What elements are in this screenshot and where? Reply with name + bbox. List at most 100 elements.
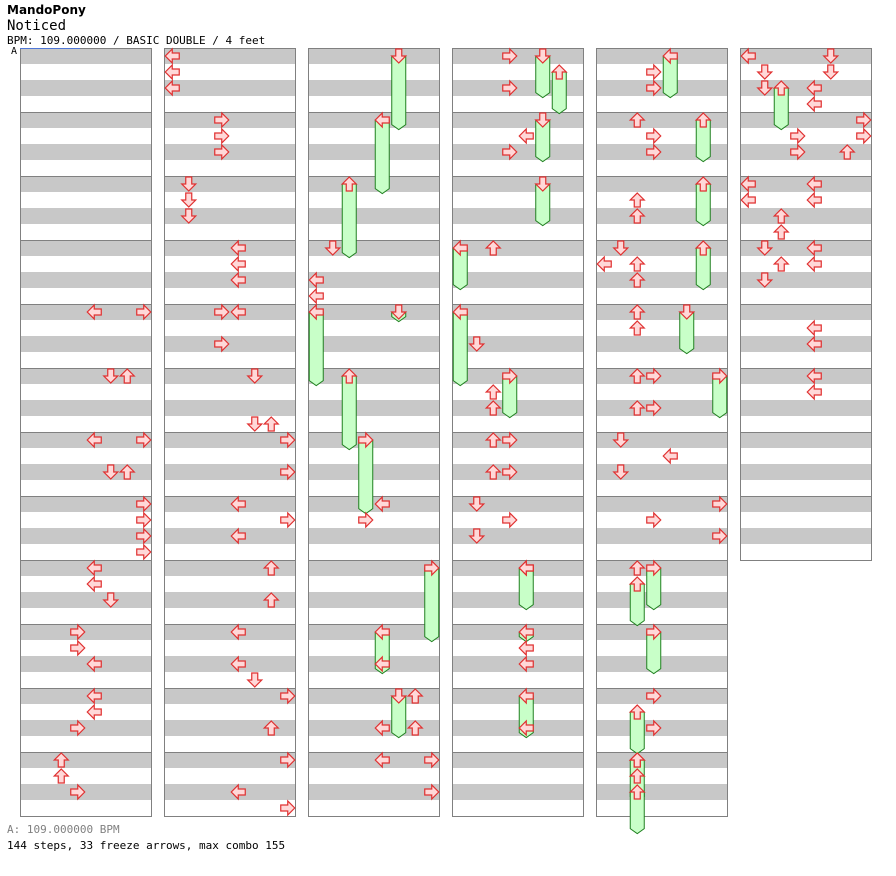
right-arrow — [136, 431, 152, 449]
right-arrow — [646, 367, 662, 385]
beat-band — [452, 48, 584, 64]
beat-band — [308, 144, 440, 160]
up-arrow — [628, 192, 646, 208]
right-arrow — [646, 399, 662, 417]
beat-band — [596, 48, 728, 64]
right-arrow — [856, 127, 872, 145]
beat-band — [20, 304, 152, 320]
beat-band — [452, 272, 584, 288]
right-arrow — [502, 511, 518, 529]
beat-band — [308, 496, 440, 512]
left-arrow — [86, 303, 102, 321]
beat-band — [20, 784, 152, 800]
down-arrow — [246, 672, 264, 688]
beat-band — [164, 368, 296, 384]
right-arrow — [646, 63, 662, 81]
right-arrow — [70, 783, 86, 801]
column-border — [164, 48, 296, 817]
up-arrow — [772, 80, 790, 96]
up-arrow — [340, 176, 358, 192]
chart-info: BPM: 109.000000 / BASIC DOUBLE / 4 feet — [7, 34, 266, 47]
beat-band — [596, 400, 728, 416]
freeze-arrow — [391, 55, 407, 131]
beat-band — [596, 240, 728, 256]
beat-band — [596, 208, 728, 224]
beat-band — [452, 432, 584, 448]
left-arrow — [806, 335, 822, 353]
freeze-arrow — [452, 311, 468, 387]
beat-band — [452, 240, 584, 256]
left-arrow — [518, 639, 534, 657]
beat-band — [308, 336, 440, 352]
beat-band — [452, 368, 584, 384]
right-arrow — [424, 559, 440, 577]
beat-band — [164, 432, 296, 448]
beat-band — [20, 464, 152, 480]
right-arrow — [136, 527, 152, 545]
beat-band — [164, 656, 296, 672]
artist-name: MandoPony — [7, 3, 86, 17]
up-arrow — [628, 784, 646, 800]
beat-band — [740, 496, 872, 512]
right-arrow — [646, 623, 662, 641]
down-arrow — [468, 528, 486, 544]
left-arrow — [806, 95, 822, 113]
beat-band — [20, 688, 152, 704]
beat-band — [20, 80, 152, 96]
left-arrow — [518, 127, 534, 145]
right-arrow — [70, 639, 86, 657]
beat-band — [20, 208, 152, 224]
beat-band — [20, 656, 152, 672]
beat-band — [20, 240, 152, 256]
beat-band — [308, 688, 440, 704]
up-arrow — [694, 176, 712, 192]
left-arrow — [374, 751, 390, 769]
beat-band — [740, 304, 872, 320]
beat-band — [740, 208, 872, 224]
down-arrow — [390, 304, 408, 320]
down-arrow — [180, 176, 198, 192]
right-arrow — [280, 511, 296, 529]
beat-band — [308, 176, 440, 192]
beat-band — [452, 144, 584, 160]
down-arrow — [678, 304, 696, 320]
left-arrow — [164, 47, 180, 65]
beat-band — [164, 624, 296, 640]
left-arrow — [374, 111, 390, 129]
left-arrow — [806, 255, 822, 273]
beat-band — [164, 688, 296, 704]
beat-band — [596, 464, 728, 480]
beat-band — [164, 48, 296, 64]
right-arrow — [712, 495, 728, 513]
right-arrow — [502, 463, 518, 481]
beat-band — [164, 464, 296, 480]
down-arrow — [102, 368, 120, 384]
beat-band — [452, 400, 584, 416]
up-arrow — [628, 304, 646, 320]
right-arrow — [214, 111, 230, 129]
beat-band — [452, 208, 584, 224]
right-arrow — [358, 511, 374, 529]
up-arrow — [484, 240, 502, 256]
beat-band — [596, 560, 728, 576]
beat-band — [20, 112, 152, 128]
beat-band — [740, 432, 872, 448]
down-arrow — [468, 496, 486, 512]
beat-band — [740, 176, 872, 192]
beat-band — [452, 464, 584, 480]
up-arrow — [550, 64, 568, 80]
up-arrow — [628, 768, 646, 784]
left-arrow — [518, 655, 534, 673]
left-arrow — [230, 495, 246, 513]
right-arrow — [790, 127, 806, 145]
beat-band — [308, 240, 440, 256]
left-arrow — [806, 383, 822, 401]
beat-band — [452, 592, 584, 608]
up-arrow — [772, 224, 790, 240]
beat-band — [164, 304, 296, 320]
beat-band — [596, 592, 728, 608]
right-arrow — [646, 143, 662, 161]
freeze-arrow — [308, 311, 324, 387]
beat-band — [740, 112, 872, 128]
right-arrow — [646, 559, 662, 577]
